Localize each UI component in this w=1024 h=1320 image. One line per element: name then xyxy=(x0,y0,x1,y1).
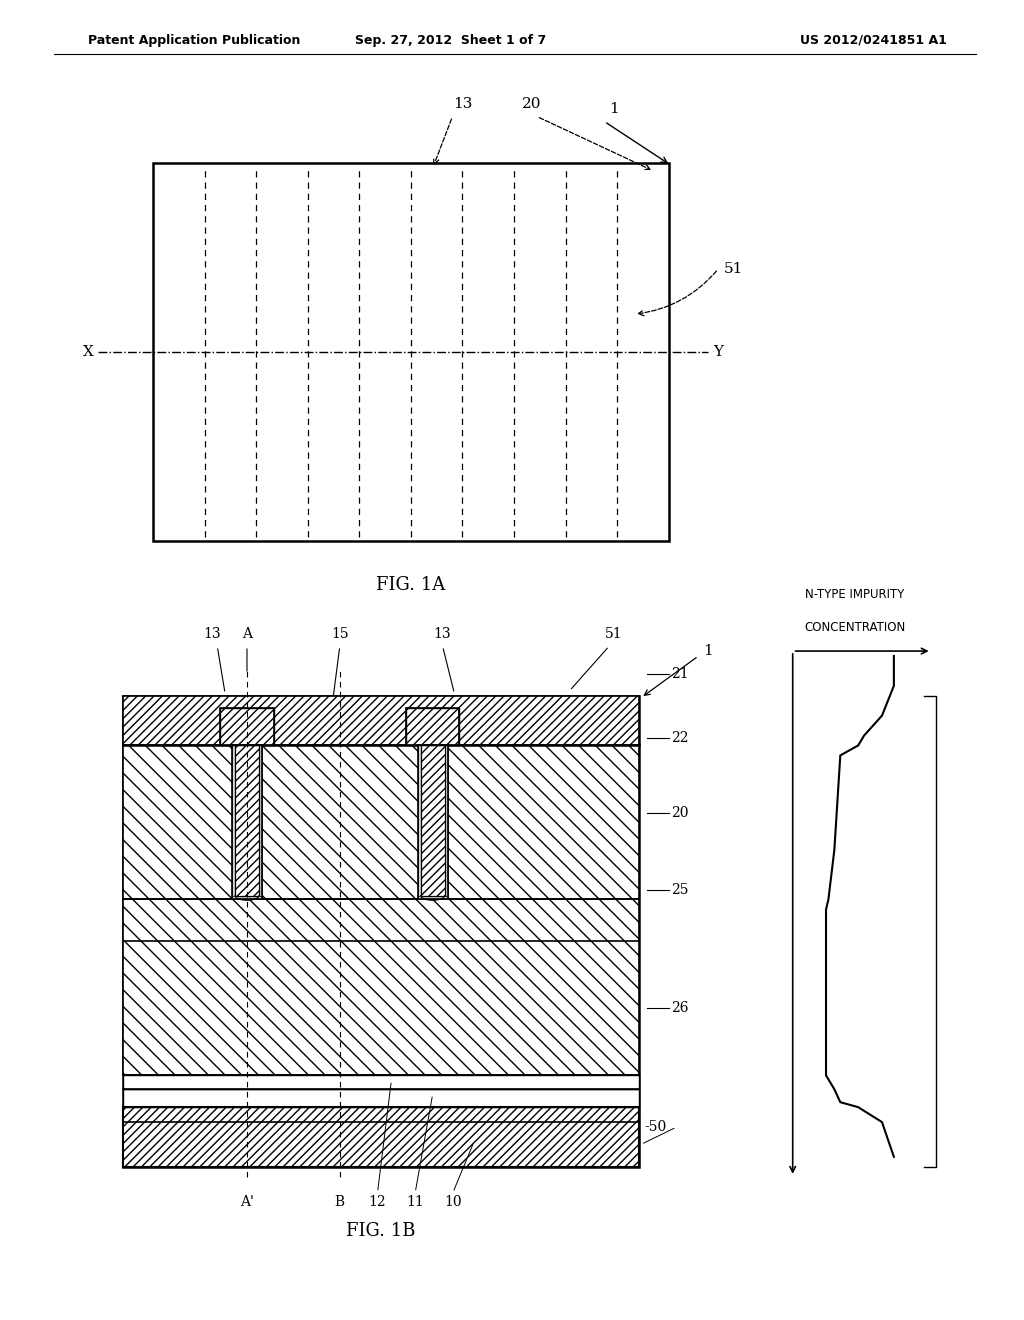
Text: -50: -50 xyxy=(644,1121,667,1134)
Bar xyxy=(406,708,460,746)
Text: 13: 13 xyxy=(204,627,221,642)
Text: US 2012/0241851 A1: US 2012/0241851 A1 xyxy=(800,34,946,48)
Bar xyxy=(220,708,273,746)
Text: 13: 13 xyxy=(453,98,472,111)
Bar xyxy=(421,746,444,896)
Text: Patent Application Publication: Patent Application Publication xyxy=(88,34,301,48)
Text: 51: 51 xyxy=(605,627,623,642)
Bar xyxy=(418,746,421,899)
Bar xyxy=(123,1089,639,1107)
Text: B: B xyxy=(335,1195,345,1209)
Bar xyxy=(418,896,447,899)
Text: 15: 15 xyxy=(331,627,348,642)
Text: 10: 10 xyxy=(444,1195,462,1209)
Text: A: A xyxy=(242,627,252,642)
Text: Y: Y xyxy=(714,345,723,359)
Bar xyxy=(406,708,460,746)
Bar xyxy=(123,746,639,899)
Bar xyxy=(418,746,447,899)
Text: 25: 25 xyxy=(671,883,688,896)
Bar xyxy=(236,746,259,896)
Text: CONCENTRATION: CONCENTRATION xyxy=(805,622,906,634)
Bar xyxy=(123,696,639,1167)
Bar xyxy=(220,708,273,746)
Bar xyxy=(123,1076,639,1089)
Bar xyxy=(444,746,447,899)
Bar xyxy=(123,899,639,1076)
Text: 11: 11 xyxy=(407,1195,424,1209)
Text: N-TYPE IMPURITY: N-TYPE IMPURITY xyxy=(805,589,904,602)
Bar xyxy=(123,1107,639,1167)
Text: Sep. 27, 2012  Sheet 1 of 7: Sep. 27, 2012 Sheet 1 of 7 xyxy=(355,34,546,48)
Text: FIG. 1A: FIG. 1A xyxy=(376,577,445,594)
Bar xyxy=(406,708,460,746)
Text: 20: 20 xyxy=(522,98,542,111)
Text: 1: 1 xyxy=(609,103,618,116)
Text: 13: 13 xyxy=(434,627,452,642)
Text: A': A' xyxy=(240,1195,254,1209)
Text: 22: 22 xyxy=(671,730,688,744)
Bar xyxy=(232,746,262,899)
Bar xyxy=(259,746,262,899)
Text: 1: 1 xyxy=(703,644,713,659)
Bar xyxy=(153,164,669,541)
Bar xyxy=(418,746,447,899)
Bar xyxy=(232,746,236,899)
Bar xyxy=(232,896,262,899)
Text: X: X xyxy=(83,345,94,359)
Text: 26: 26 xyxy=(671,1002,688,1015)
Text: FIG. 1B: FIG. 1B xyxy=(346,1222,416,1241)
Bar xyxy=(123,696,639,746)
Text: 12: 12 xyxy=(369,1195,386,1209)
Bar xyxy=(232,746,262,899)
Text: 51: 51 xyxy=(723,261,742,276)
Text: 20: 20 xyxy=(671,805,688,820)
Text: 21: 21 xyxy=(671,667,688,681)
Bar xyxy=(220,708,273,746)
